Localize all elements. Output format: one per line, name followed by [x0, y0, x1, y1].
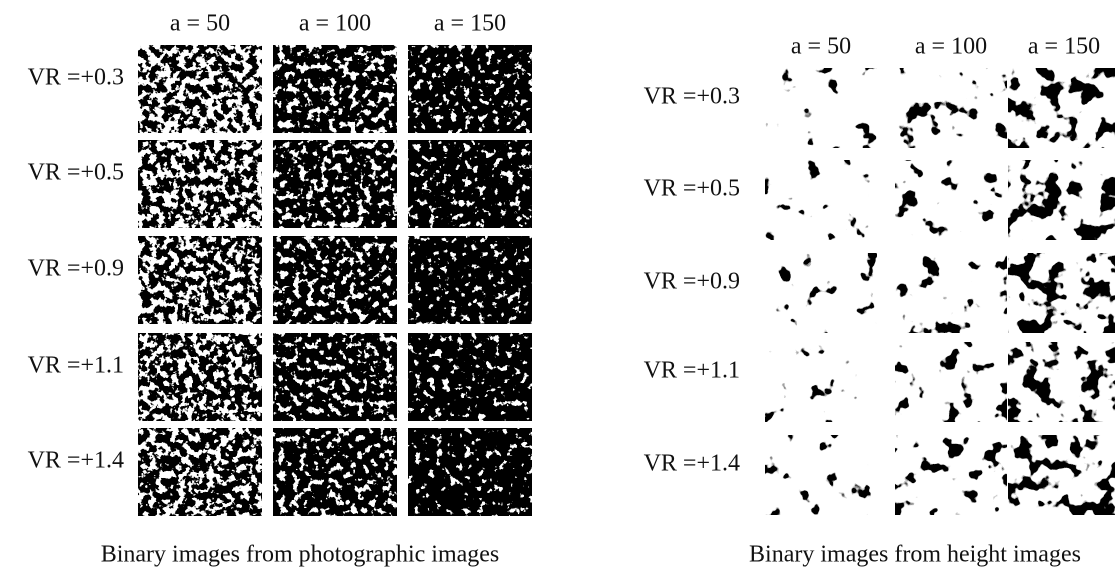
row-label: VR =+0.9	[28, 256, 124, 282]
binary-image-tile	[1008, 342, 1115, 422]
binary-image-tile	[273, 45, 397, 133]
binary-image-tile	[273, 428, 397, 516]
binary-image-tile	[1008, 435, 1115, 515]
binary-image-tile	[138, 236, 262, 324]
binary-image-tile	[765, 253, 877, 333]
binary-image-tile	[273, 236, 397, 324]
caption: Binary images from photographic images	[101, 542, 500, 568]
binary-image-tile	[138, 333, 262, 421]
binary-image-tile	[1008, 68, 1115, 148]
binary-image-tile	[408, 428, 532, 516]
binary-image-tile	[895, 160, 1007, 240]
column-header: a = 150	[434, 11, 506, 37]
binary-image-tile	[408, 236, 532, 324]
binary-image-tile	[138, 45, 262, 133]
binary-image-tile	[1008, 253, 1115, 333]
binary-image-tile	[273, 333, 397, 421]
column-header: a = 50	[170, 11, 230, 37]
binary-image-tile	[765, 435, 877, 515]
column-header: a = 150	[1028, 34, 1100, 60]
binary-image-tile	[765, 68, 877, 148]
binary-image-tile	[765, 342, 877, 422]
binary-image-tile	[895, 342, 1007, 422]
row-label: VR =+0.3	[644, 84, 740, 110]
binary-image-tile	[138, 428, 262, 516]
row-label: VR =+1.1	[28, 353, 124, 379]
binary-image-tile	[138, 140, 262, 228]
binary-image-tile	[765, 160, 877, 240]
column-header: a = 50	[791, 34, 851, 60]
binary-image-tile	[895, 253, 1007, 333]
binary-image-tile	[1008, 160, 1115, 240]
binary-image-tile	[273, 140, 397, 228]
binary-image-tile	[408, 333, 532, 421]
column-header: a = 100	[299, 11, 371, 37]
row-label: VR =+0.3	[28, 65, 124, 91]
column-header: a = 100	[915, 34, 987, 60]
binary-image-tile	[408, 140, 532, 228]
binary-image-tile	[408, 45, 532, 133]
row-label: VR =+1.4	[644, 451, 740, 477]
caption: Binary images from height images	[749, 542, 1081, 568]
row-label: VR =+1.4	[28, 448, 124, 474]
binary-image-tile	[895, 68, 1007, 148]
row-label: VR =+0.9	[644, 269, 740, 295]
row-label: VR =+1.1	[644, 358, 740, 384]
row-label: VR =+0.5	[644, 176, 740, 202]
row-label: VR =+0.5	[28, 160, 124, 186]
binary-image-tile	[895, 435, 1007, 515]
